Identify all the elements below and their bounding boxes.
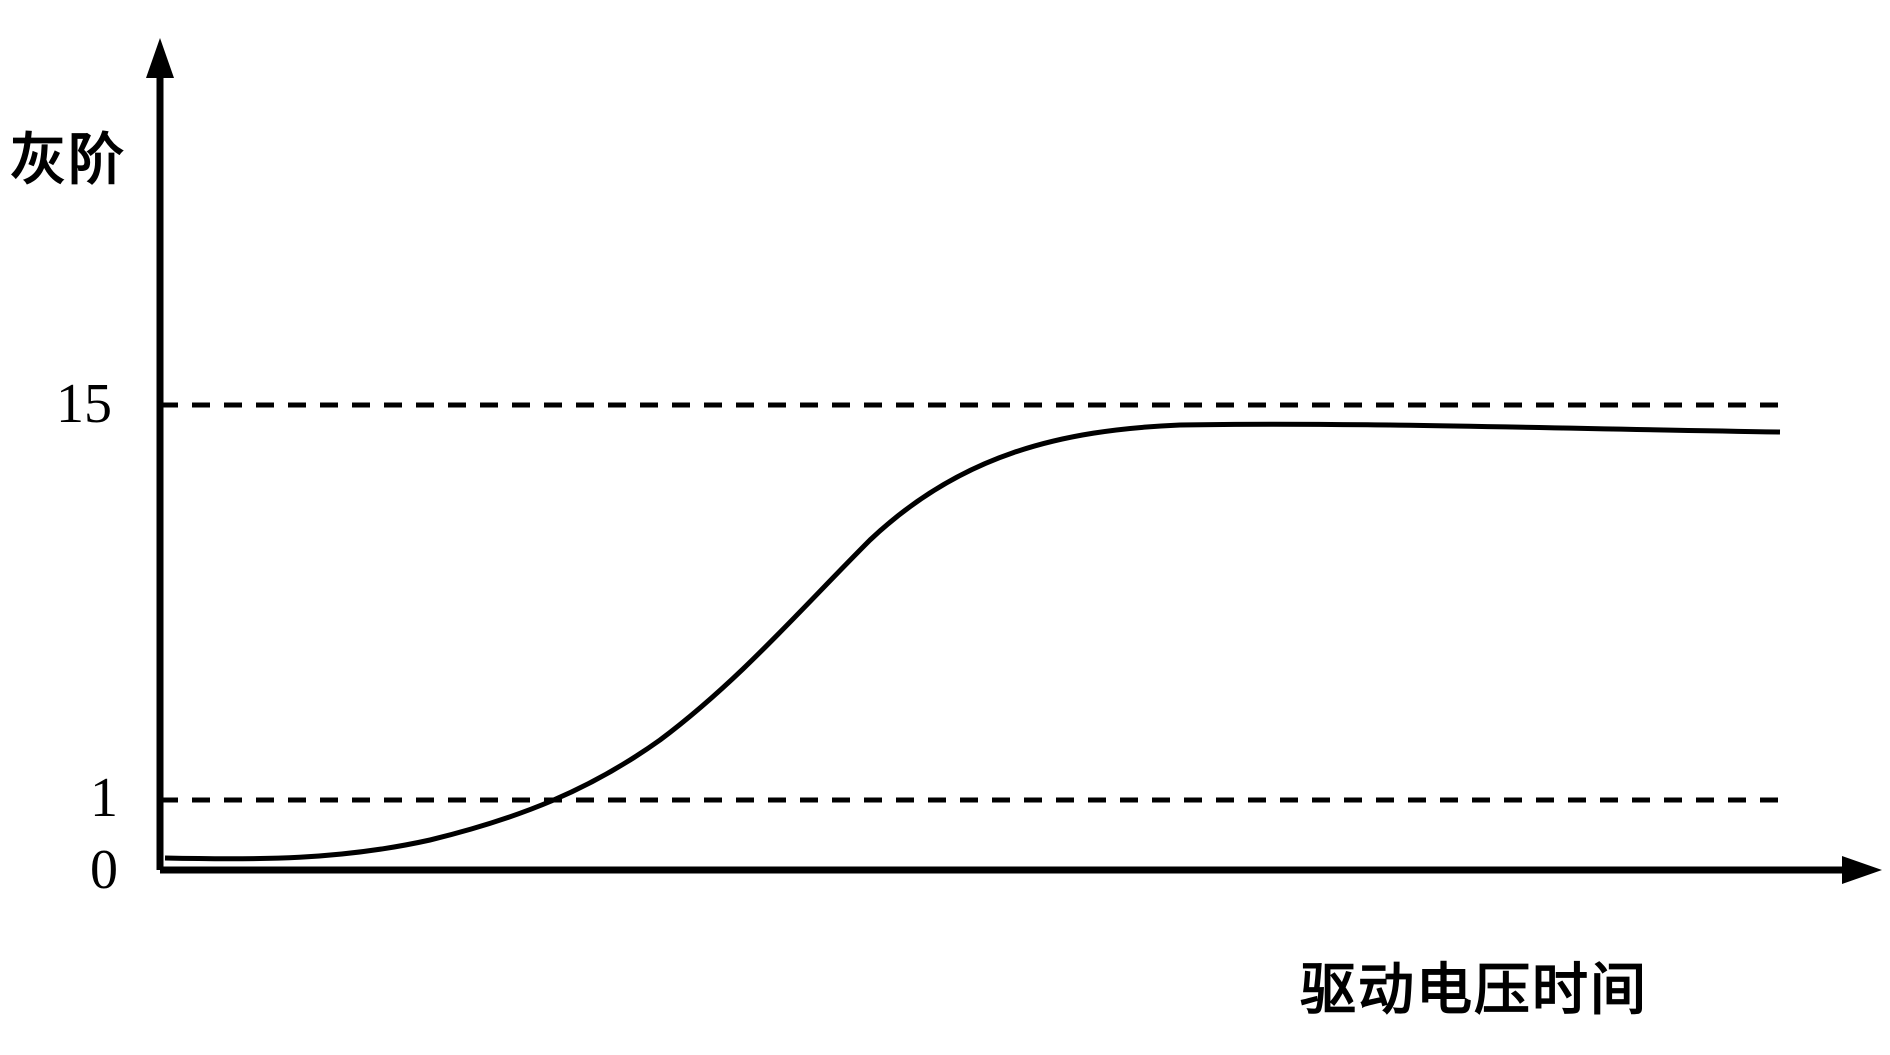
y-tick-0: 0: [90, 838, 118, 902]
reference-lines: [160, 405, 1780, 800]
x-axis-label: 驱动电压时间: [1300, 945, 1648, 1026]
chart-container: 灰阶 驱动电压时间 15 1 0: [0, 0, 1890, 1055]
y-axis-arrow-icon: [146, 38, 174, 78]
y-tick-15: 15: [56, 372, 112, 436]
y-tick-1: 1: [90, 766, 118, 830]
x-axis-arrow-icon: [1842, 856, 1882, 884]
axes: [146, 38, 1882, 884]
y-axis-label: 灰阶: [10, 115, 126, 196]
response-curve: [165, 424, 1780, 859]
chart-svg: [0, 0, 1890, 1055]
